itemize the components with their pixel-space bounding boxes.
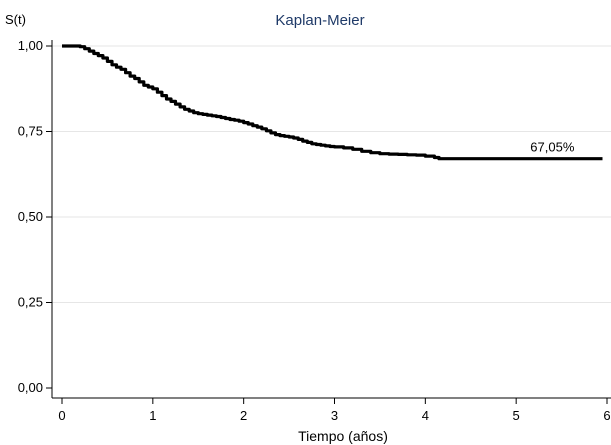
y-axis-label: S(t)	[5, 12, 26, 27]
x-tick-label: 4	[422, 408, 429, 423]
y-tick-label: 0,00	[18, 380, 43, 395]
x-tick-label: 5	[513, 408, 520, 423]
x-tick-label: 0	[58, 408, 65, 423]
y-tick-label: 0,75	[18, 124, 43, 139]
x-tick-label: 6	[603, 408, 610, 423]
y-tick-label: 1,00	[18, 38, 43, 53]
y-tick-label: 0,50	[18, 209, 43, 224]
survival-curve	[62, 44, 603, 161]
x-tick-label: 3	[331, 408, 338, 423]
y-tick-label: 0,25	[18, 295, 43, 310]
series-layer	[62, 44, 603, 161]
survival-annotation: 67,05%	[530, 140, 575, 155]
x-axis-label: Tiempo (años)	[298, 428, 388, 444]
x-tick-label: 2	[240, 408, 247, 423]
chart-title: Kaplan-Meier	[275, 12, 364, 29]
grid-lines	[52, 45, 611, 303]
x-tick-label: 1	[149, 408, 156, 423]
axes: 0,00 0,25 0,50 0,75 1,00 0 1 2 3 4 5 6	[18, 38, 611, 423]
